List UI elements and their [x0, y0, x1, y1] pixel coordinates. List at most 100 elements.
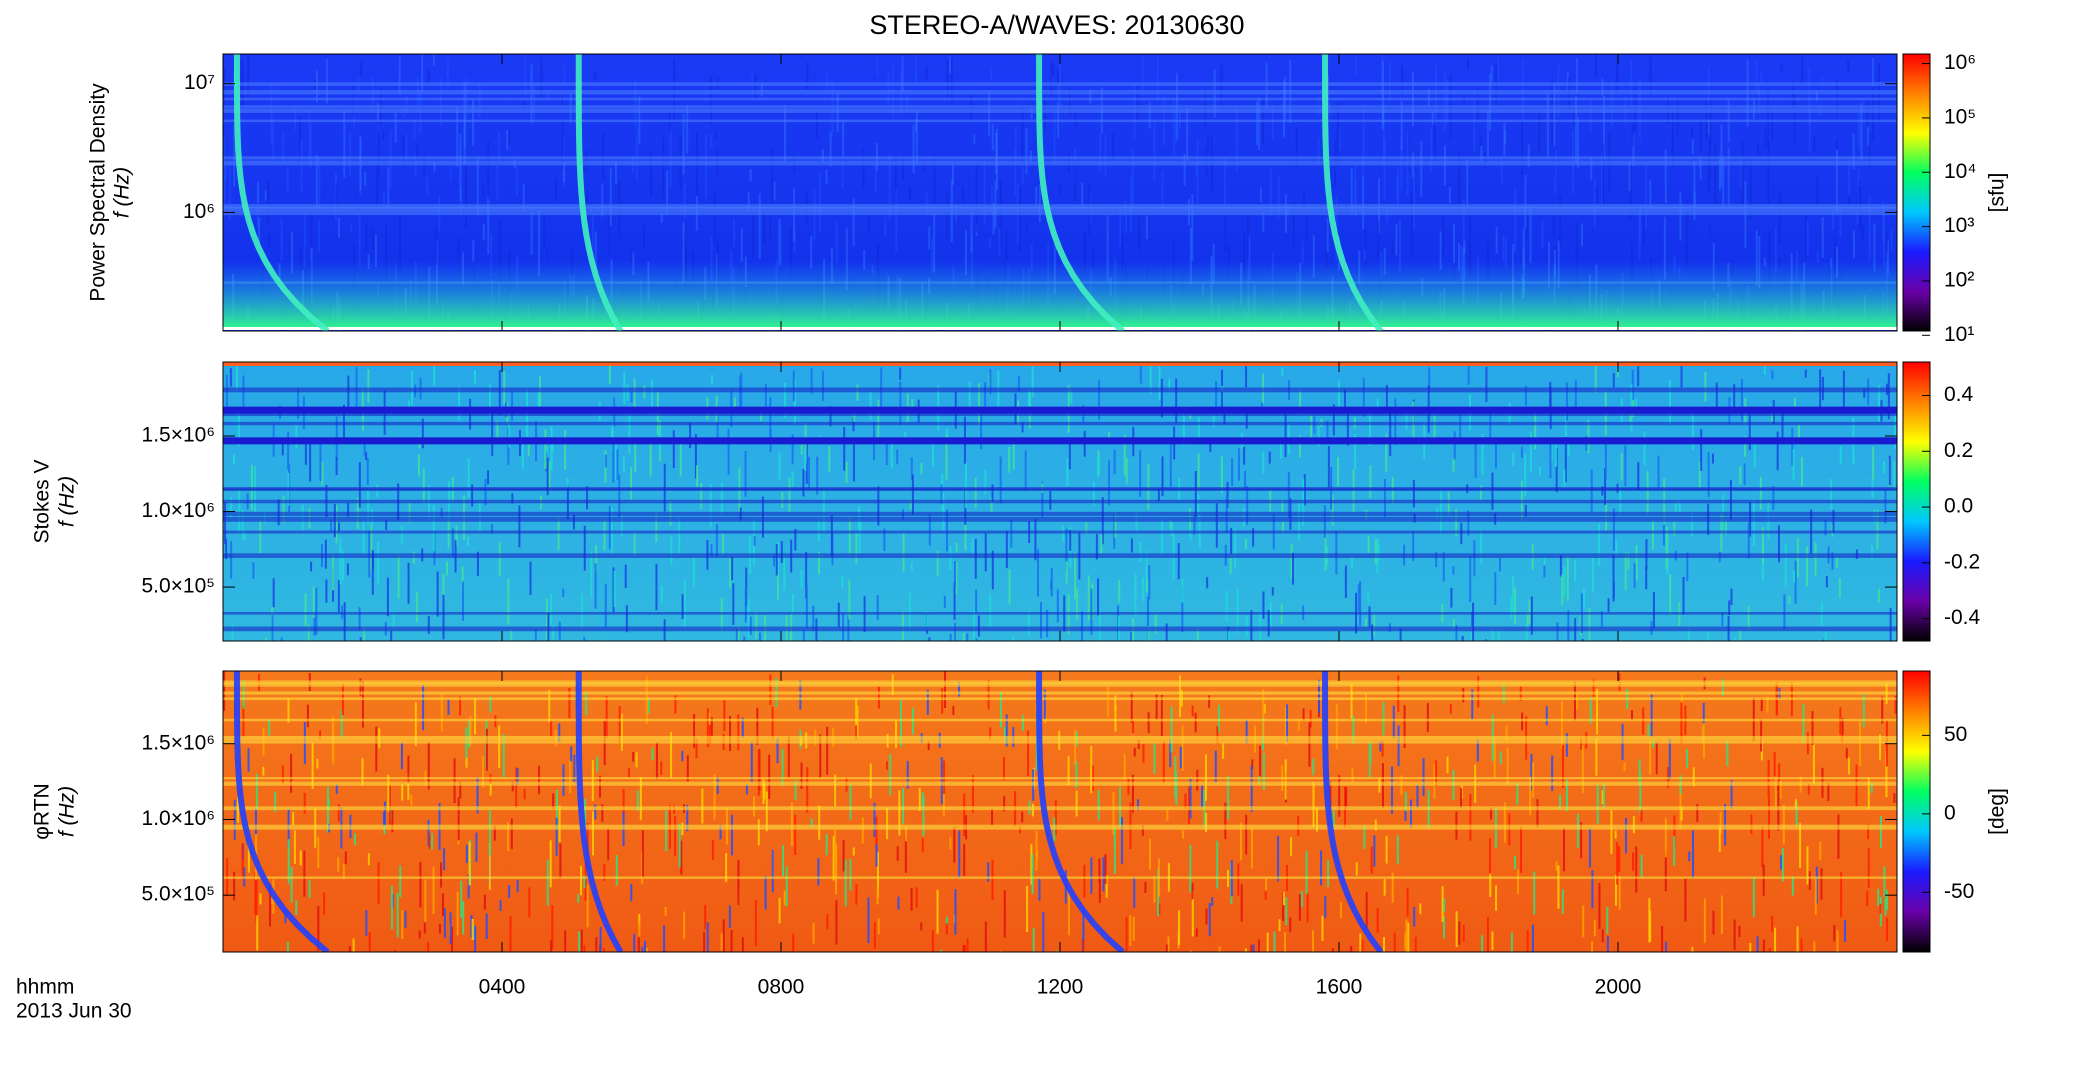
texture [1616, 368, 1619, 378]
texture [426, 175, 429, 196]
texture [225, 951, 228, 952]
texture [1573, 681, 1576, 721]
texture [457, 236, 460, 260]
texture [945, 916, 948, 926]
texture [624, 564, 627, 589]
texture [300, 139, 303, 193]
texture [791, 471, 794, 487]
texture [1074, 729, 1077, 765]
texture [710, 134, 713, 148]
texture [1229, 557, 1232, 575]
texture [1784, 543, 1787, 588]
texture [508, 885, 511, 898]
texture [1763, 362, 1766, 375]
texture [1130, 632, 1133, 641]
texture [852, 197, 855, 247]
y-axis-label: Power Spectral Density [87, 83, 110, 302]
texture [1299, 390, 1302, 415]
texture [1549, 441, 1552, 479]
texture [325, 579, 328, 603]
texture [1529, 431, 1532, 473]
texture [1317, 137, 1320, 165]
texture [1819, 841, 1822, 861]
texture [1130, 538, 1133, 553]
texture [1043, 951, 1046, 952]
texture [340, 709, 343, 739]
texture [1127, 778, 1130, 795]
texture [1003, 726, 1006, 744]
texture [855, 884, 858, 905]
texture [366, 457, 369, 485]
texture [550, 426, 553, 471]
texture [764, 384, 767, 414]
texture [443, 908, 446, 939]
texture [991, 808, 994, 826]
texture [1882, 201, 1885, 244]
texture [1381, 105, 1384, 130]
texture [350, 224, 353, 233]
texture [419, 861, 422, 908]
texture [813, 189, 816, 241]
texture [224, 502, 227, 545]
texture [1252, 528, 1255, 547]
texture [710, 717, 713, 736]
texture [489, 696, 492, 713]
texture [1680, 363, 1683, 388]
texture [1806, 546, 1809, 587]
texture [1467, 510, 1470, 536]
texture [662, 137, 665, 199]
texture [461, 566, 464, 593]
texture [1121, 235, 1124, 276]
texture [398, 207, 401, 275]
texture [1836, 930, 1839, 952]
texture [282, 130, 285, 164]
texture [769, 397, 772, 439]
texture [1806, 221, 1809, 256]
y-tick-label: 5.0×10⁵ [141, 575, 215, 598]
texture [1430, 127, 1433, 173]
texture [1564, 408, 1567, 455]
texture [1130, 691, 1133, 723]
texture [1050, 61, 1053, 97]
texture [259, 519, 262, 554]
texture [584, 861, 587, 901]
texture [611, 421, 614, 452]
texture [1637, 462, 1640, 490]
texture [1847, 59, 1850, 73]
texture [1455, 911, 1458, 947]
texture [1639, 773, 1642, 813]
texture [377, 134, 380, 177]
texture [467, 720, 470, 749]
texture [1868, 130, 1871, 168]
texture [317, 836, 320, 869]
texture [663, 619, 666, 641]
texture [1021, 811, 1024, 823]
texture [1629, 164, 1632, 220]
texture [954, 889, 957, 935]
texture [869, 763, 872, 799]
texture [1686, 749, 1689, 768]
texture [562, 588, 565, 598]
texture [1005, 530, 1008, 569]
texture [710, 544, 713, 557]
band [223, 487, 1897, 491]
texture [317, 906, 320, 951]
texture [399, 865, 402, 898]
texture [992, 203, 995, 235]
texture [1165, 944, 1168, 952]
texture [1312, 235, 1315, 278]
texture [1566, 72, 1569, 91]
texture [1504, 129, 1507, 145]
texture [1768, 232, 1771, 282]
texture [1340, 901, 1343, 918]
texture [955, 542, 958, 553]
texture [962, 944, 965, 952]
texture [695, 738, 698, 759]
texture [1206, 577, 1209, 589]
texture [1167, 936, 1170, 952]
texture [810, 367, 813, 394]
texture [388, 784, 391, 825]
texture [460, 880, 463, 918]
texture [1505, 725, 1508, 741]
texture [1730, 780, 1733, 810]
